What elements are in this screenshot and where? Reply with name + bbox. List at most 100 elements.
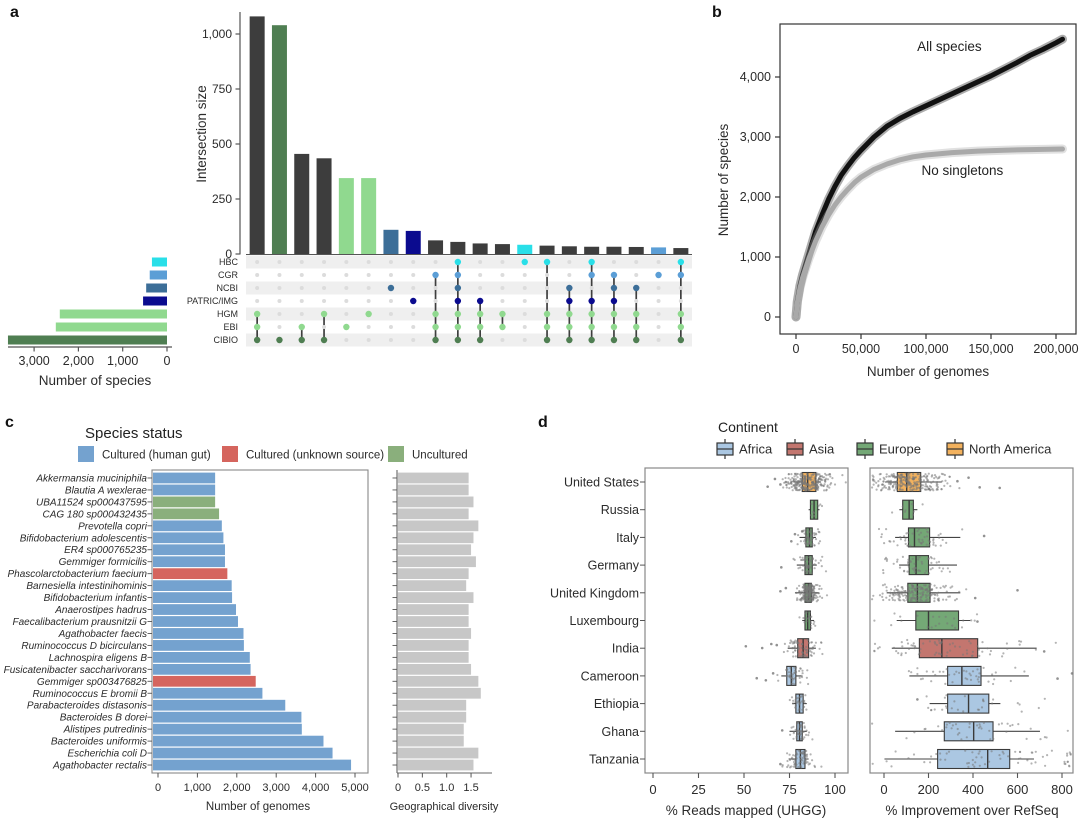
matrix-dot-empty	[322, 273, 327, 277]
matrix-dot-member	[432, 310, 439, 318]
geo-diversity-bar	[397, 556, 476, 568]
matrix-dot-member	[454, 297, 462, 305]
matrix-dot-member	[610, 336, 618, 344]
matrix-dot-empty	[366, 286, 371, 290]
matrix-dot-member	[610, 310, 618, 318]
species-label: Ruminococcus E bromii B	[33, 689, 148, 700]
matrix-dot-empty	[366, 260, 371, 264]
species-label: Anaerostipes hadrus	[54, 605, 147, 616]
x-axis-tick: 150,000	[968, 342, 1013, 356]
matrix-stripe	[246, 281, 692, 295]
geo-diversity-bar	[397, 604, 469, 615]
set-size-bar	[151, 257, 167, 267]
legend-label: Asia	[809, 442, 835, 457]
matrix-dot-empty	[299, 273, 304, 277]
matrix-stripe	[246, 255, 692, 269]
species-label: Blautia A wexlerae	[65, 485, 148, 496]
species-label: Parabacteroides distasonis	[27, 701, 147, 712]
matrix-dot-member	[566, 310, 573, 318]
country-label: India	[612, 642, 639, 656]
matrix-dot-empty	[388, 260, 393, 264]
matrix-dot-empty	[589, 286, 594, 290]
geo-diversity-bar	[397, 687, 481, 699]
genome-count-bar	[153, 592, 233, 603]
boxplot-axis-tick: 800	[1051, 782, 1073, 797]
matrix-dot-member	[655, 271, 662, 279]
matrix-dot-empty	[344, 312, 349, 316]
intersection-bar	[584, 246, 600, 254]
matrix-dot-member	[410, 297, 417, 305]
set-label: EBI	[223, 322, 238, 332]
outlier-dot	[780, 729, 784, 732]
geo-diversity-bar	[397, 735, 464, 747]
outlier-dot	[976, 620, 979, 623]
species-label: UBA11524 sp000437595	[36, 497, 147, 508]
matrix-dot-member	[476, 323, 484, 331]
intersection-axis-tick: 500	[212, 137, 232, 151]
matrix-dot-member	[610, 323, 618, 331]
matrix-dot-member	[677, 336, 685, 344]
matrix-dot-empty	[411, 273, 416, 277]
intersection-bar	[628, 246, 644, 254]
intersection-bar	[428, 240, 444, 254]
intersection-axis-tick: 1,000	[202, 27, 232, 41]
matrix-dot-member	[610, 284, 618, 292]
matrix-dot-member	[298, 336, 305, 344]
intersection-axis-tick: 250	[212, 192, 232, 206]
species-label: Escherichia coli D	[68, 749, 147, 760]
outlier-dot	[779, 762, 782, 766]
geo-axis-title: Geographical diversity	[390, 801, 499, 813]
matrix-dot-empty	[255, 299, 260, 303]
legend-label: Europe	[879, 442, 921, 457]
y-axis-tick: 1,000	[740, 250, 771, 264]
country-label: Italy	[616, 531, 640, 545]
x-axis-tick: 200,000	[1033, 342, 1078, 356]
matrix-dot-member	[476, 336, 484, 344]
matrix-dot-empty	[478, 260, 483, 264]
legend-swatch	[222, 446, 238, 462]
intersection-bar	[249, 16, 265, 255]
intersection-axis-title: Intersection size	[194, 85, 209, 183]
genome-count-bar	[153, 496, 216, 508]
set-size-bar	[143, 296, 167, 306]
matrix-dot-empty	[500, 338, 505, 342]
outlier-dot	[755, 676, 759, 680]
outlier-dot	[771, 672, 775, 675]
boxplot-axis-tick: 0	[649, 782, 656, 797]
species-label: Lachnospira eligens B	[49, 653, 148, 664]
set-axis-title: Number of species	[39, 373, 152, 388]
genome-count-bar	[153, 580, 232, 591]
matrix-dot-member	[588, 297, 595, 305]
genome-count-bar	[153, 735, 324, 747]
country-boxplot-panel: Continent Africa Asia Europe North America Un…	[550, 419, 1074, 818]
outlier-dot	[916, 698, 919, 701]
country-label: Ghana	[601, 725, 639, 739]
geo-diversity-bar	[397, 759, 474, 771]
boxplot-axis-tick: 200	[918, 782, 940, 797]
matrix-dot-member	[677, 310, 685, 318]
geo-diversity-bar	[397, 663, 472, 675]
intersection-bar	[561, 246, 577, 254]
matrix-dot-empty	[656, 312, 661, 316]
geo-diversity-bar	[397, 699, 467, 711]
matrix-dot-empty	[322, 286, 327, 290]
species-label: Faecalibacterium prausnitzii G	[13, 617, 148, 628]
matrix-dot-empty	[433, 260, 438, 264]
species-label: Bifidobacterium adolescentis	[20, 533, 147, 544]
matrix-dot-member	[432, 271, 439, 279]
curve-annotation: No singletons	[921, 163, 1003, 178]
matrix-dot-empty	[433, 286, 438, 290]
matrix-dot-member	[677, 258, 685, 266]
matrix-dot-empty	[656, 338, 661, 342]
species-label: Ruminococcus D bicirculans	[21, 641, 147, 652]
matrix-dot-member	[588, 271, 595, 279]
geo-diversity-bar	[397, 568, 469, 580]
intersection-bar	[606, 246, 622, 254]
intersection-bar	[494, 244, 510, 254]
intersection-bar	[316, 158, 332, 254]
matrix-dot-member	[588, 323, 595, 331]
matrix-dot-empty	[277, 299, 282, 303]
matrix-dot-empty	[522, 273, 527, 277]
matrix-dot-empty	[500, 299, 505, 303]
